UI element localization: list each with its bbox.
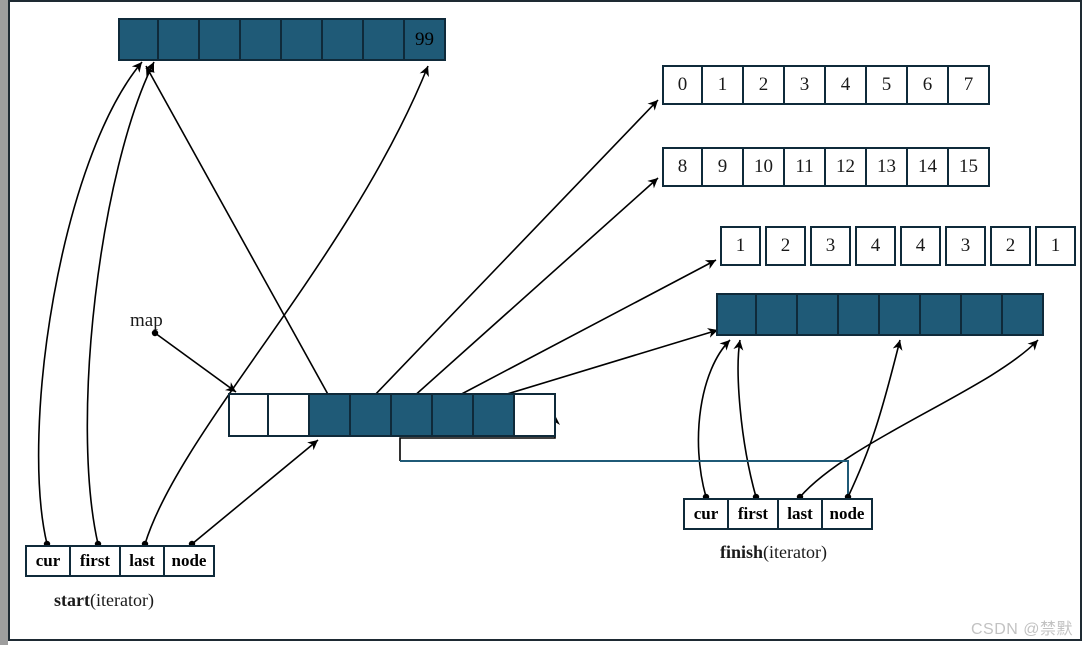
- buffer-row-b-cell: 13: [867, 147, 908, 187]
- buffer-row-a-cell: 7: [949, 65, 990, 105]
- buffer-row-a: 01234567: [662, 65, 990, 105]
- buffer-row-a-cell: 3: [785, 65, 826, 105]
- finish-bold: finish: [720, 542, 763, 562]
- finish-iterator-label: finish(iterator): [720, 542, 827, 563]
- buffer-bottom-dark-cell: [880, 293, 921, 336]
- buffer-bottom-dark-cell: [757, 293, 798, 336]
- map-row-cell: [351, 393, 392, 437]
- finish-iterator-last: last: [779, 498, 823, 530]
- buffer-row-c-cell: 3: [945, 226, 986, 266]
- buffer-row-a-cell: 4: [826, 65, 867, 105]
- buffer-row-a-cell: 2: [744, 65, 785, 105]
- buffer-bottom-dark-cell: [962, 293, 1003, 336]
- buffer-bottom-dark-cell: [839, 293, 880, 336]
- buffer-top-dark-cell: 99: [405, 18, 446, 61]
- buffer-row-b-cell: 12: [826, 147, 867, 187]
- buffer-top-dark-cell: [118, 18, 159, 61]
- buffer-row-c: 12344321: [720, 226, 1080, 266]
- buffer-row-b-cell: 14: [908, 147, 949, 187]
- buffer-row-b-cell: 9: [703, 147, 744, 187]
- start-iterator-node: node: [165, 545, 215, 577]
- buffer-top-dark-cell: [200, 18, 241, 61]
- buffer-bottom-dark-cell: [1003, 293, 1044, 336]
- start-iterator-first: first: [71, 545, 121, 577]
- buffer-row-c-cell: 2: [765, 226, 806, 266]
- map-row-cell: [310, 393, 351, 437]
- buffer-row-c-cell: 4: [855, 226, 896, 266]
- start-rest: (iterator): [90, 590, 154, 610]
- buffer-top-dark: 99: [118, 18, 446, 61]
- buffer-row-b-cell: 10: [744, 147, 785, 187]
- buffer-row-c-cell: 4: [900, 226, 941, 266]
- start-bold: start: [54, 590, 90, 610]
- finish-rest: (iterator): [763, 542, 827, 562]
- start-iterator-label: start(iterator): [54, 590, 154, 611]
- start-iterator: curfirstlastnode: [25, 545, 215, 577]
- buffer-row-b-cell: 11: [785, 147, 826, 187]
- map-row-cell: [515, 393, 556, 437]
- buffer-top-dark-cell: [159, 18, 200, 61]
- buffer-row-c-cell: 1: [1035, 226, 1076, 266]
- buffer-bottom-dark-cell: [798, 293, 839, 336]
- watermark: CSDN @禁默: [971, 615, 1073, 639]
- buffer-row-c-cell: 3: [810, 226, 851, 266]
- map-row-cell: [433, 393, 474, 437]
- start-iterator-cur: cur: [25, 545, 71, 577]
- buffer-top-dark-cell: [323, 18, 364, 61]
- buffer-top-dark-cell: [364, 18, 405, 61]
- buffer-row-a-cell: 1: [703, 65, 744, 105]
- finish-iterator-cur: cur: [683, 498, 729, 530]
- map-label: map: [130, 310, 163, 332]
- buffer-bottom-dark-cell: [716, 293, 757, 336]
- buffer-row-c-cell: 1: [720, 226, 761, 266]
- map-row-cell: [474, 393, 515, 437]
- buffer-row-a-cell: 5: [867, 65, 908, 105]
- buffer-top-dark-cell: [282, 18, 323, 61]
- buffer-bottom-dark: [716, 293, 1044, 336]
- buffer-row-c-cell: 2: [990, 226, 1031, 266]
- start-iterator-last: last: [121, 545, 165, 577]
- buffer-row-a-cell: 0: [662, 65, 703, 105]
- finish-iterator-node: node: [823, 498, 873, 530]
- map-row-cell: [392, 393, 433, 437]
- map-row-cell: [269, 393, 310, 437]
- finish-iterator: curfirstlastnode: [683, 498, 873, 530]
- finish-iterator-first: first: [729, 498, 779, 530]
- buffer-row-b-cell: 8: [662, 147, 703, 187]
- buffer-row-b-cell: 15: [949, 147, 990, 187]
- map-row-cell: [228, 393, 269, 437]
- buffer-row-a-cell: 6: [908, 65, 949, 105]
- buffer-top-dark-cell: [241, 18, 282, 61]
- buffer-bottom-dark-cell: [921, 293, 962, 336]
- left-margin-strip: [0, 0, 8, 645]
- buffer-row-b: 89101112131415: [662, 147, 990, 187]
- map-row: [228, 393, 556, 437]
